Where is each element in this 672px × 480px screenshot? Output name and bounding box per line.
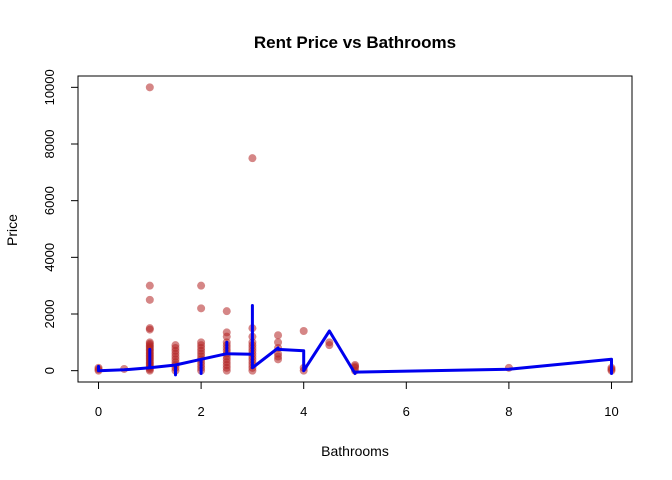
- data-points: [94, 83, 616, 375]
- data-point-29: [145, 83, 154, 92]
- data-point-83: [274, 349, 283, 358]
- x-tick-label-5: 10: [604, 404, 618, 419]
- data-point-86: [274, 331, 283, 340]
- trend-line-group: [97, 304, 613, 377]
- data-point-52: [197, 281, 206, 290]
- plot-frame: [77, 75, 633, 383]
- y-tick-label-1: 2000: [42, 300, 57, 329]
- data-point-95: [351, 361, 359, 369]
- data-point-51: [197, 304, 206, 313]
- data-point-24: [145, 338, 154, 347]
- x-tick-label-0: 0: [95, 404, 102, 419]
- x-tick-label-4: 8: [505, 404, 512, 419]
- data-point-91: [325, 338, 334, 347]
- y-tick-label-3: 6000: [42, 186, 57, 215]
- x-axis-label: Bathrooms: [321, 443, 389, 459]
- x-tick-label-1: 2: [197, 404, 204, 419]
- trend-line: [97, 304, 613, 377]
- data-point-65: [222, 328, 231, 337]
- data-point-50: [197, 338, 206, 347]
- data-point-66: [222, 307, 231, 316]
- x-tick-label-2: 4: [300, 404, 307, 419]
- data-point-26: [145, 324, 154, 333]
- y-tick-label-2: 4000: [42, 243, 57, 272]
- y-axis-label: Price: [4, 214, 20, 246]
- x-tick-label-3: 6: [403, 404, 410, 419]
- data-point-27: [145, 295, 154, 304]
- y-axis: 0 2000 4000 6000 8000 10000: [42, 69, 79, 374]
- data-point-89: [299, 327, 308, 335]
- data-point-39: [171, 341, 180, 350]
- data-point-80: [248, 154, 257, 163]
- data-point-28: [145, 281, 154, 290]
- x-axis: 0 2 4 6 8 10: [95, 381, 619, 419]
- y-tick-label-0: 0: [42, 367, 57, 374]
- y-tick-label-5: 10000: [42, 69, 57, 105]
- y-tick-label-4: 8000: [42, 130, 57, 159]
- data-point-85: [274, 338, 283, 347]
- chart-title: Rent Price vs Bathrooms: [254, 33, 456, 52]
